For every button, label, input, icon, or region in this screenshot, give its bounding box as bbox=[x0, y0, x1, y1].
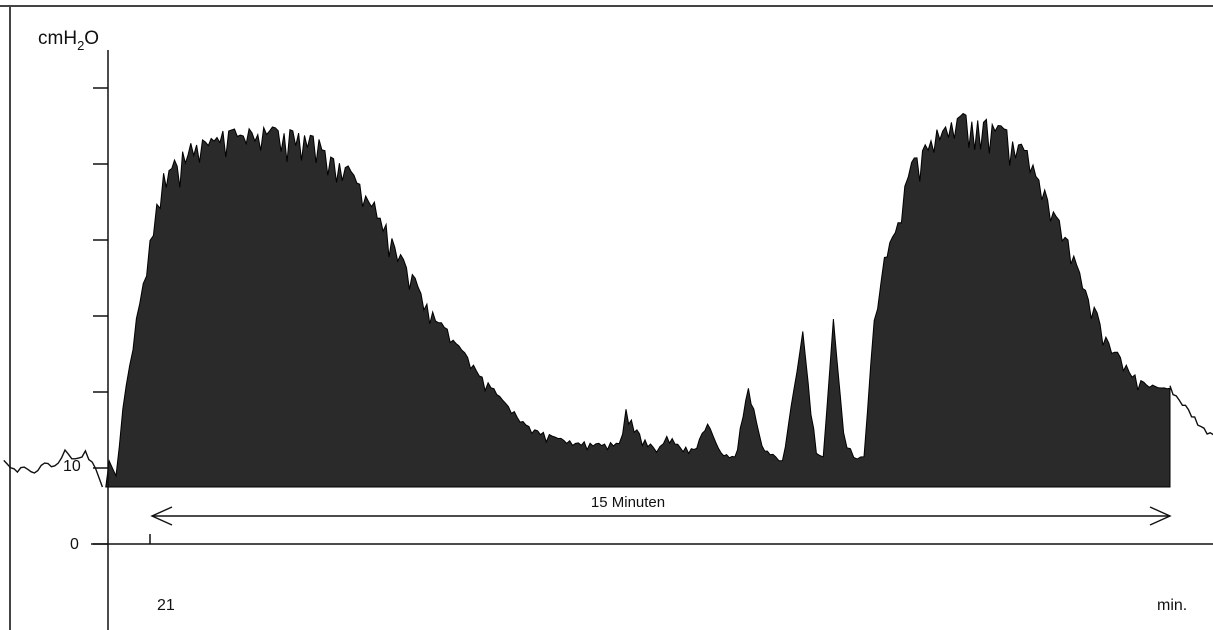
x-start-label: 21 bbox=[157, 597, 175, 614]
series-line-2 bbox=[1169, 385, 1213, 436]
y-tick-label-0: 0 bbox=[70, 536, 79, 553]
chart-marks bbox=[3, 112, 1213, 488]
y-label-element: H bbox=[63, 28, 77, 49]
series-line-1 bbox=[3, 448, 104, 488]
interval-arrow bbox=[150, 506, 1172, 526]
y-label-element-2: O bbox=[84, 28, 99, 49]
y-tick-label-10: 10 bbox=[63, 458, 81, 475]
series-area-0 bbox=[105, 112, 1171, 488]
y-ticks bbox=[93, 87, 108, 545]
interval-arrow-head-left bbox=[150, 506, 173, 526]
y-label-unit-prefix: cm bbox=[38, 28, 63, 49]
interval-label: 15 Minuten bbox=[591, 494, 665, 511]
y-axis-label: cmH2O bbox=[38, 28, 99, 53]
x-axis-label: min. bbox=[1157, 597, 1187, 614]
interval-arrow-head-right bbox=[1149, 506, 1172, 526]
y-label-subscript: 2 bbox=[77, 38, 84, 53]
